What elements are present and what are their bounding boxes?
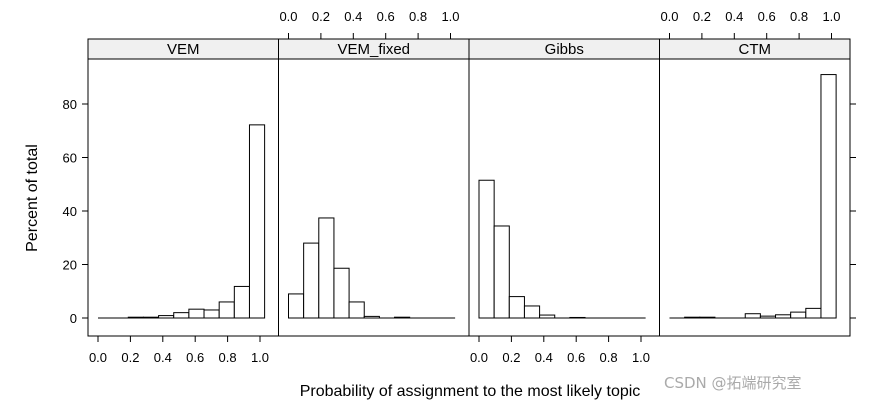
histogram-bar <box>218 301 235 319</box>
x-tick-label: 0.0 <box>660 9 678 24</box>
x-tick-label: 0.6 <box>758 9 776 24</box>
x-tick-label: 1.0 <box>822 9 840 24</box>
histogram-bar <box>478 179 495 319</box>
x-tick-label: 0.6 <box>567 350 585 365</box>
x-tick-label: 0.8 <box>409 9 427 24</box>
x-tick-label: 0.4 <box>154 350 172 365</box>
x-tick-label: 0.4 <box>535 350 553 365</box>
y-tick-label: 60 <box>63 151 77 166</box>
histogram-bar <box>233 285 250 319</box>
histogram-bar <box>203 309 220 319</box>
histogram-bar <box>508 296 525 319</box>
y-tick-label: 20 <box>63 258 77 273</box>
x-tick-label: 0.4 <box>344 9 362 24</box>
histogram-bar <box>775 314 792 319</box>
histogram-bar <box>248 124 266 319</box>
histogram-bar <box>684 316 701 319</box>
histogram-bar <box>569 316 586 319</box>
y-tick-label: 0 <box>70 311 77 326</box>
histogram-bar <box>539 314 556 319</box>
x-tick-label: 1.0 <box>632 350 650 365</box>
x-tick-label: 0.0 <box>279 9 297 24</box>
x-tick-label: 0.2 <box>312 9 330 24</box>
histogram-bar <box>790 311 807 319</box>
x-tick-label: 0.4 <box>725 9 743 24</box>
x-tick-label: 0.0 <box>89 350 107 365</box>
histogram-bar <box>127 316 144 319</box>
histogram-bar <box>699 316 716 319</box>
x-axis-label: Probability of assignment to the most li… <box>300 383 641 400</box>
histogram-bar <box>759 315 777 319</box>
x-tick-label: 0.8 <box>790 9 808 24</box>
strip-label: VEM_fixed <box>337 41 410 58</box>
histogram-bar <box>173 312 190 319</box>
histogram-bar <box>744 313 761 319</box>
y-tick-label: 40 <box>63 204 77 219</box>
x-tick-label: 0.2 <box>502 350 520 365</box>
y-axis-label: Percent of total <box>24 144 41 252</box>
strip-label: VEM <box>167 41 200 58</box>
strip-label: CTM <box>739 41 772 58</box>
panel-frame <box>659 58 851 337</box>
histogram-bar <box>348 301 365 319</box>
x-tick-label: 0.2 <box>693 9 711 24</box>
watermark: CSDN @拓端研究室 <box>664 374 802 392</box>
histogram-bar <box>805 307 822 319</box>
x-tick-label: 0.6 <box>377 9 395 24</box>
strip-label: Gibbs <box>545 41 584 58</box>
histogram-bar <box>318 217 335 319</box>
histogram-bar <box>333 267 350 319</box>
x-tick-label: 1.0 <box>441 9 459 24</box>
histogram-bar <box>142 316 160 319</box>
histogram-bar <box>363 315 380 319</box>
y-tick-label: 80 <box>63 97 77 112</box>
x-tick-label: 0.0 <box>470 350 488 365</box>
histogram-bar <box>303 242 320 319</box>
histogram-bar <box>820 74 837 319</box>
histogram-bar <box>493 225 510 319</box>
x-tick-label: 1.0 <box>251 350 269 365</box>
histogram-bar <box>158 315 175 319</box>
histogram-bar <box>523 305 541 319</box>
histogram-bar <box>188 308 205 319</box>
x-tick-label: 0.8 <box>219 350 237 365</box>
x-tick-label: 0.2 <box>121 350 139 365</box>
histogram-bar <box>288 293 305 319</box>
histogram-bar <box>394 316 411 319</box>
x-tick-label: 0.8 <box>600 350 618 365</box>
x-tick-label: 0.6 <box>186 350 204 365</box>
